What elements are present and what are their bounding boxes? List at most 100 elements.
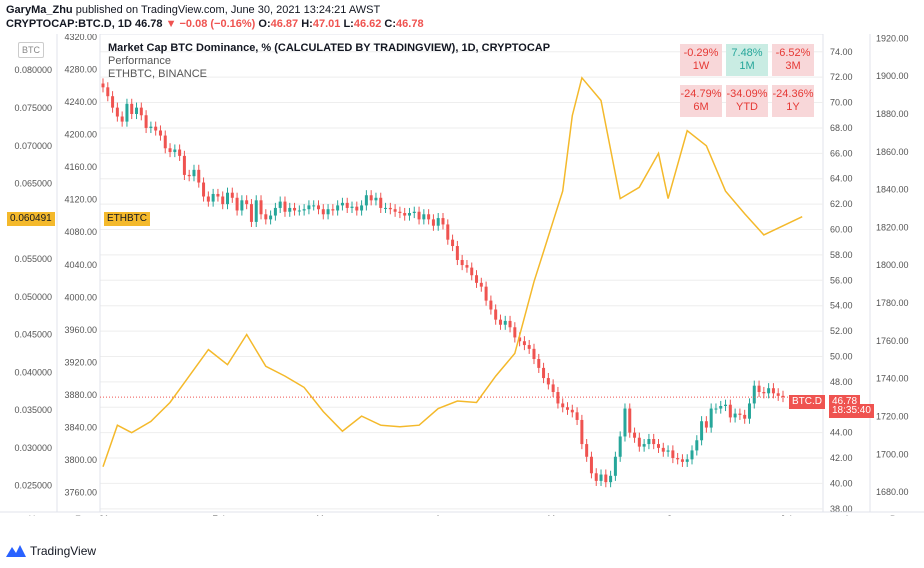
candle-body	[139, 107, 143, 116]
candle-body	[704, 421, 708, 428]
candle	[273, 202, 277, 221]
candle	[589, 451, 593, 479]
candle-body	[350, 206, 354, 208]
bar-countdown-tag: 18:35:40	[829, 404, 874, 418]
btcd-axis-tick: 42.00	[830, 453, 853, 463]
author-name[interactable]: GaryMa_Zhu	[6, 4, 73, 16]
candle-body	[226, 192, 230, 205]
candle-body	[125, 103, 129, 122]
ohlc-line: CRYPTOCAP:BTC.D, 1D 46.78 ▼ −0.08 (−0.16…	[6, 17, 424, 31]
candle	[685, 454, 689, 467]
candle	[125, 98, 129, 127]
candle-body	[561, 403, 565, 408]
svg-text:Y: Y	[29, 514, 35, 516]
candle-body	[436, 218, 440, 226]
ethbtc-axis-tick: 0.070000	[14, 141, 52, 151]
candle	[618, 431, 622, 462]
high-value: 47.01	[312, 18, 341, 30]
candle	[537, 353, 541, 373]
candle	[704, 416, 708, 433]
performance-period: 3M	[785, 60, 801, 72]
candle-body	[633, 432, 637, 438]
candle-body	[728, 404, 732, 418]
candle-body	[724, 404, 728, 406]
ethbtc-axis-tick: 0.075000	[14, 103, 52, 113]
right-axis-2-tick: 1680.00	[876, 487, 909, 497]
candle-body	[570, 409, 574, 413]
legend-compare-symbol[interactable]: ETHBTC, BINANCE	[108, 68, 208, 80]
left-axis-2-tick: 4240.00	[64, 97, 97, 107]
candle	[149, 121, 153, 134]
candle	[642, 438, 646, 452]
auto-scale-button[interactable]: A	[844, 514, 850, 516]
candle	[182, 150, 186, 181]
performance-cell: -24.36% 1Y	[772, 85, 814, 117]
legend-indicator[interactable]: Performance	[108, 55, 171, 67]
candle	[460, 254, 464, 271]
z-scale-button[interactable]: Z	[75, 514, 81, 516]
ethbtc-price-tag: 0.060491	[7, 212, 55, 226]
candle-body	[656, 444, 660, 448]
candle-body	[316, 205, 320, 210]
candle-body	[388, 207, 392, 210]
performance-table: -0.29% 1W 7.48% 1M -6.52% 3M -24.79% 6M -34.09% Y…	[680, 44, 816, 117]
candle	[762, 386, 766, 399]
candle-body	[585, 444, 589, 457]
right-axis-2-tick: 1780.00	[876, 298, 909, 308]
btcd-axis-tick: 54.00	[830, 301, 853, 311]
btcd-axis-tick: 60.00	[830, 225, 853, 235]
candle	[671, 445, 675, 464]
btcd-axis-tick: 68.00	[830, 123, 853, 133]
candle-body	[336, 205, 340, 211]
candle	[580, 414, 584, 450]
candle-body	[709, 408, 713, 428]
btcd-axis-tick: 38.00	[830, 504, 853, 514]
candle-body	[537, 359, 541, 368]
candle	[120, 111, 124, 127]
b-scale-button[interactable]: B	[890, 514, 896, 516]
candle	[680, 454, 684, 467]
candle-body	[599, 474, 603, 481]
candle-body	[111, 96, 115, 108]
candle-body	[757, 385, 761, 393]
ethbtc-axis-tick: 0.065000	[14, 179, 52, 189]
candle	[733, 408, 737, 423]
candle	[647, 433, 651, 450]
left-axis-2-tick: 3800.00	[64, 455, 97, 465]
left-axis-2-tick: 3920.00	[64, 357, 97, 367]
left-axis-2-tick: 4160.00	[64, 162, 97, 172]
performance-period: 1W	[692, 60, 710, 72]
candle-body	[522, 341, 526, 346]
candle	[633, 427, 637, 443]
candle-body	[676, 458, 680, 460]
candle-body	[609, 475, 613, 483]
y-scale-button[interactable]: Y	[29, 514, 35, 516]
candle-body	[206, 196, 210, 202]
candle-body	[613, 456, 617, 476]
left-scale-badge[interactable]: BTC	[18, 42, 44, 58]
candle	[288, 202, 292, 217]
candle-body	[465, 265, 469, 268]
candle	[599, 469, 603, 486]
candle	[163, 130, 167, 154]
svg-text:Z: Z	[75, 514, 81, 516]
candle	[470, 262, 474, 281]
candle	[446, 219, 450, 245]
candle-body	[546, 378, 550, 385]
publish-line: GaryMa_Zhu published on TradingView.com,…	[6, 3, 380, 17]
candle-body	[182, 155, 186, 175]
candle	[130, 98, 134, 120]
performance-period: 6M	[693, 101, 709, 113]
candle-body	[747, 403, 751, 419]
candle	[173, 144, 177, 158]
candle-body	[733, 413, 737, 418]
candle	[637, 432, 641, 452]
brand-name[interactable]: TradingView	[30, 544, 97, 558]
right-axis-2-tick: 1740.00	[876, 374, 909, 384]
candle	[202, 177, 206, 202]
candle-body	[407, 213, 411, 216]
chart-legend: Market Cap BTC Dominance, % (CALCULATED …	[108, 42, 550, 81]
candle	[690, 445, 694, 465]
candle-body	[685, 459, 689, 462]
